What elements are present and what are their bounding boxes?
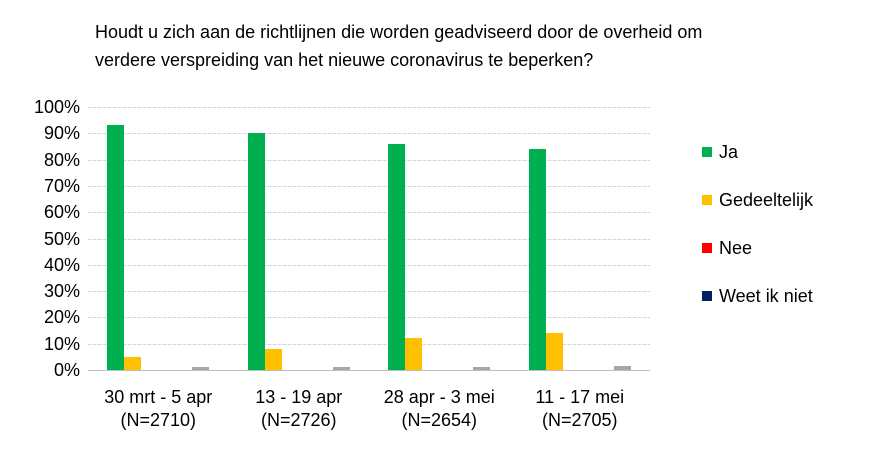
category-label: 11 - 17 mei (N=2705) <box>510 386 651 432</box>
chart-title-line-2: verdere verspreiding van het nieuwe coro… <box>95 50 594 70</box>
bar-unlabeled-gray <box>613 366 631 370</box>
bar-unlabeled-gray <box>192 367 210 370</box>
y-tick-label: 50% <box>43 228 80 249</box>
bar-ja <box>388 144 406 370</box>
gridline <box>88 107 650 108</box>
bar-gedeeltelijk <box>545 333 563 370</box>
legend-label: Nee <box>719 238 753 258</box>
category-label: 28 apr - 3 mei (N=2654) <box>369 386 510 432</box>
legend-swatch-nee <box>702 243 712 253</box>
gridline <box>88 343 650 345</box>
y-tick-label: 80% <box>43 149 80 170</box>
bar-ja <box>107 125 125 370</box>
gridline <box>88 291 650 293</box>
y-tick-label: 100% <box>33 97 80 117</box>
gridline <box>88 238 650 240</box>
y-tick-label: 40% <box>43 254 80 275</box>
y-tick-label: 70% <box>43 175 80 196</box>
gridline <box>88 317 650 319</box>
y-tick-label: 90% <box>43 123 80 144</box>
gridline <box>88 159 650 161</box>
legend-item-ja: Ja <box>702 143 813 161</box>
bar-unlabeled-gray <box>332 367 350 370</box>
chart-title-line-1: Houdt u zich aan de richtlijnen die word… <box>95 22 703 42</box>
legend-label: Ja <box>719 142 739 162</box>
bar-ja <box>247 133 265 370</box>
chart-title: Houdt u zich aan de richtlijnen die word… <box>95 18 702 74</box>
plot-area <box>88 107 650 371</box>
y-tick-label: 60% <box>43 202 80 223</box>
legend-label: Weet ik niet <box>719 286 813 306</box>
category-label: 13 - 19 apr (N=2726) <box>229 386 370 432</box>
x-axis-labels: 30 mrt - 5 apr (N=2710) 13 - 19 apr (N=2726… <box>88 386 650 436</box>
y-tick-label: 20% <box>43 307 80 328</box>
category-date-label: 11 - 17 mei <box>535 387 625 407</box>
gridline <box>88 185 650 187</box>
gridline <box>88 133 650 135</box>
category-date-label: 30 mrt - 5 apr <box>104 387 213 407</box>
category-n-label: (N=2710) <box>120 410 197 430</box>
category-n-label: (N=2705) <box>541 410 618 430</box>
category-date-label: 28 apr - 3 mei <box>383 387 495 407</box>
legend: Ja Gedeeltelijk Nee Weet ik niet <box>702 143 813 335</box>
y-tick-label: 10% <box>43 333 80 354</box>
legend-item-nee: Nee <box>702 239 813 257</box>
x-axis-line <box>88 370 650 371</box>
legend-swatch-weet-ik-niet <box>702 291 712 301</box>
bar-unlabeled-gray <box>473 367 491 370</box>
bar-gedeeltelijk <box>124 357 142 370</box>
category-date-label: 13 - 19 apr <box>255 387 343 407</box>
bar-gedeeltelijk <box>405 338 423 370</box>
legend-swatch-ja <box>702 147 712 157</box>
legend-swatch-gedeeltelijk <box>702 195 712 205</box>
gridline <box>88 212 650 214</box>
gridline <box>88 264 650 266</box>
legend-label: Gedeeltelijk <box>719 190 814 210</box>
bar-ja <box>528 149 546 370</box>
legend-item-gedeeltelijk: Gedeeltelijk <box>702 191 813 209</box>
y-tick-label: 30% <box>43 281 80 302</box>
category-n-label: (N=2726) <box>260 410 337 430</box>
category-n-label: (N=2654) <box>401 410 478 430</box>
category-label: 30 mrt - 5 apr (N=2710) <box>88 386 229 432</box>
bar-gedeeltelijk <box>264 349 282 370</box>
legend-item-weet-ik-niet: Weet ik niet <box>702 287 813 305</box>
y-tick-label: 0% <box>53 360 80 380</box>
